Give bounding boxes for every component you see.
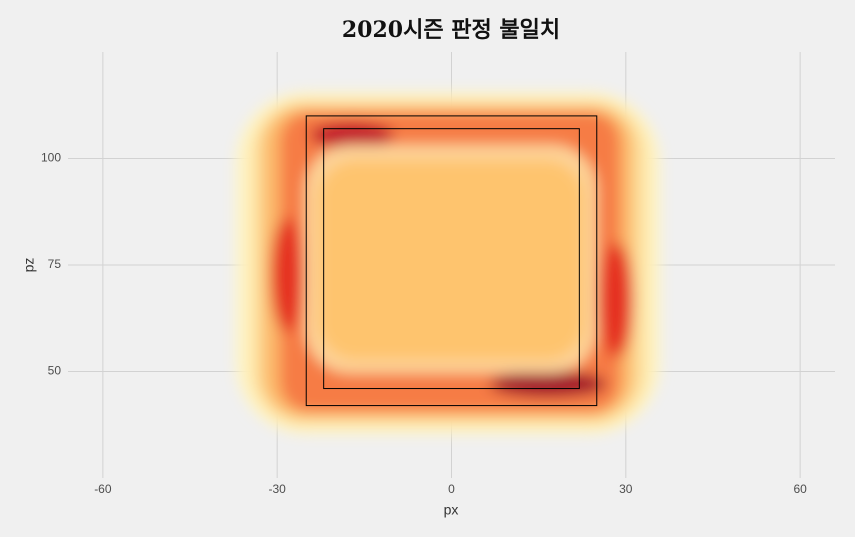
density-peak xyxy=(490,371,606,397)
density-peak xyxy=(599,242,633,358)
y-tick-label: 100 xyxy=(41,151,61,165)
x-tick-label: 0 xyxy=(448,482,455,496)
density-peak xyxy=(271,217,303,333)
y-tick-label: 75 xyxy=(48,257,62,271)
density-surface xyxy=(236,92,660,434)
x-tick-label: -30 xyxy=(269,482,287,496)
chart-title: 2020시즌 판정 불일치 xyxy=(342,17,560,43)
x-tick-label: -60 xyxy=(94,482,112,496)
density-peak xyxy=(310,122,394,148)
x-tick-label: 60 xyxy=(793,482,807,496)
density-level xyxy=(318,160,584,360)
y-axis-title: pz xyxy=(21,258,37,273)
strike-zone xyxy=(323,128,580,390)
zones xyxy=(305,115,598,407)
y-tick-label: 50 xyxy=(48,364,62,378)
x-axis-title: px xyxy=(444,502,459,518)
x-tick-label: 30 xyxy=(619,482,633,496)
strike-zone xyxy=(305,115,598,407)
